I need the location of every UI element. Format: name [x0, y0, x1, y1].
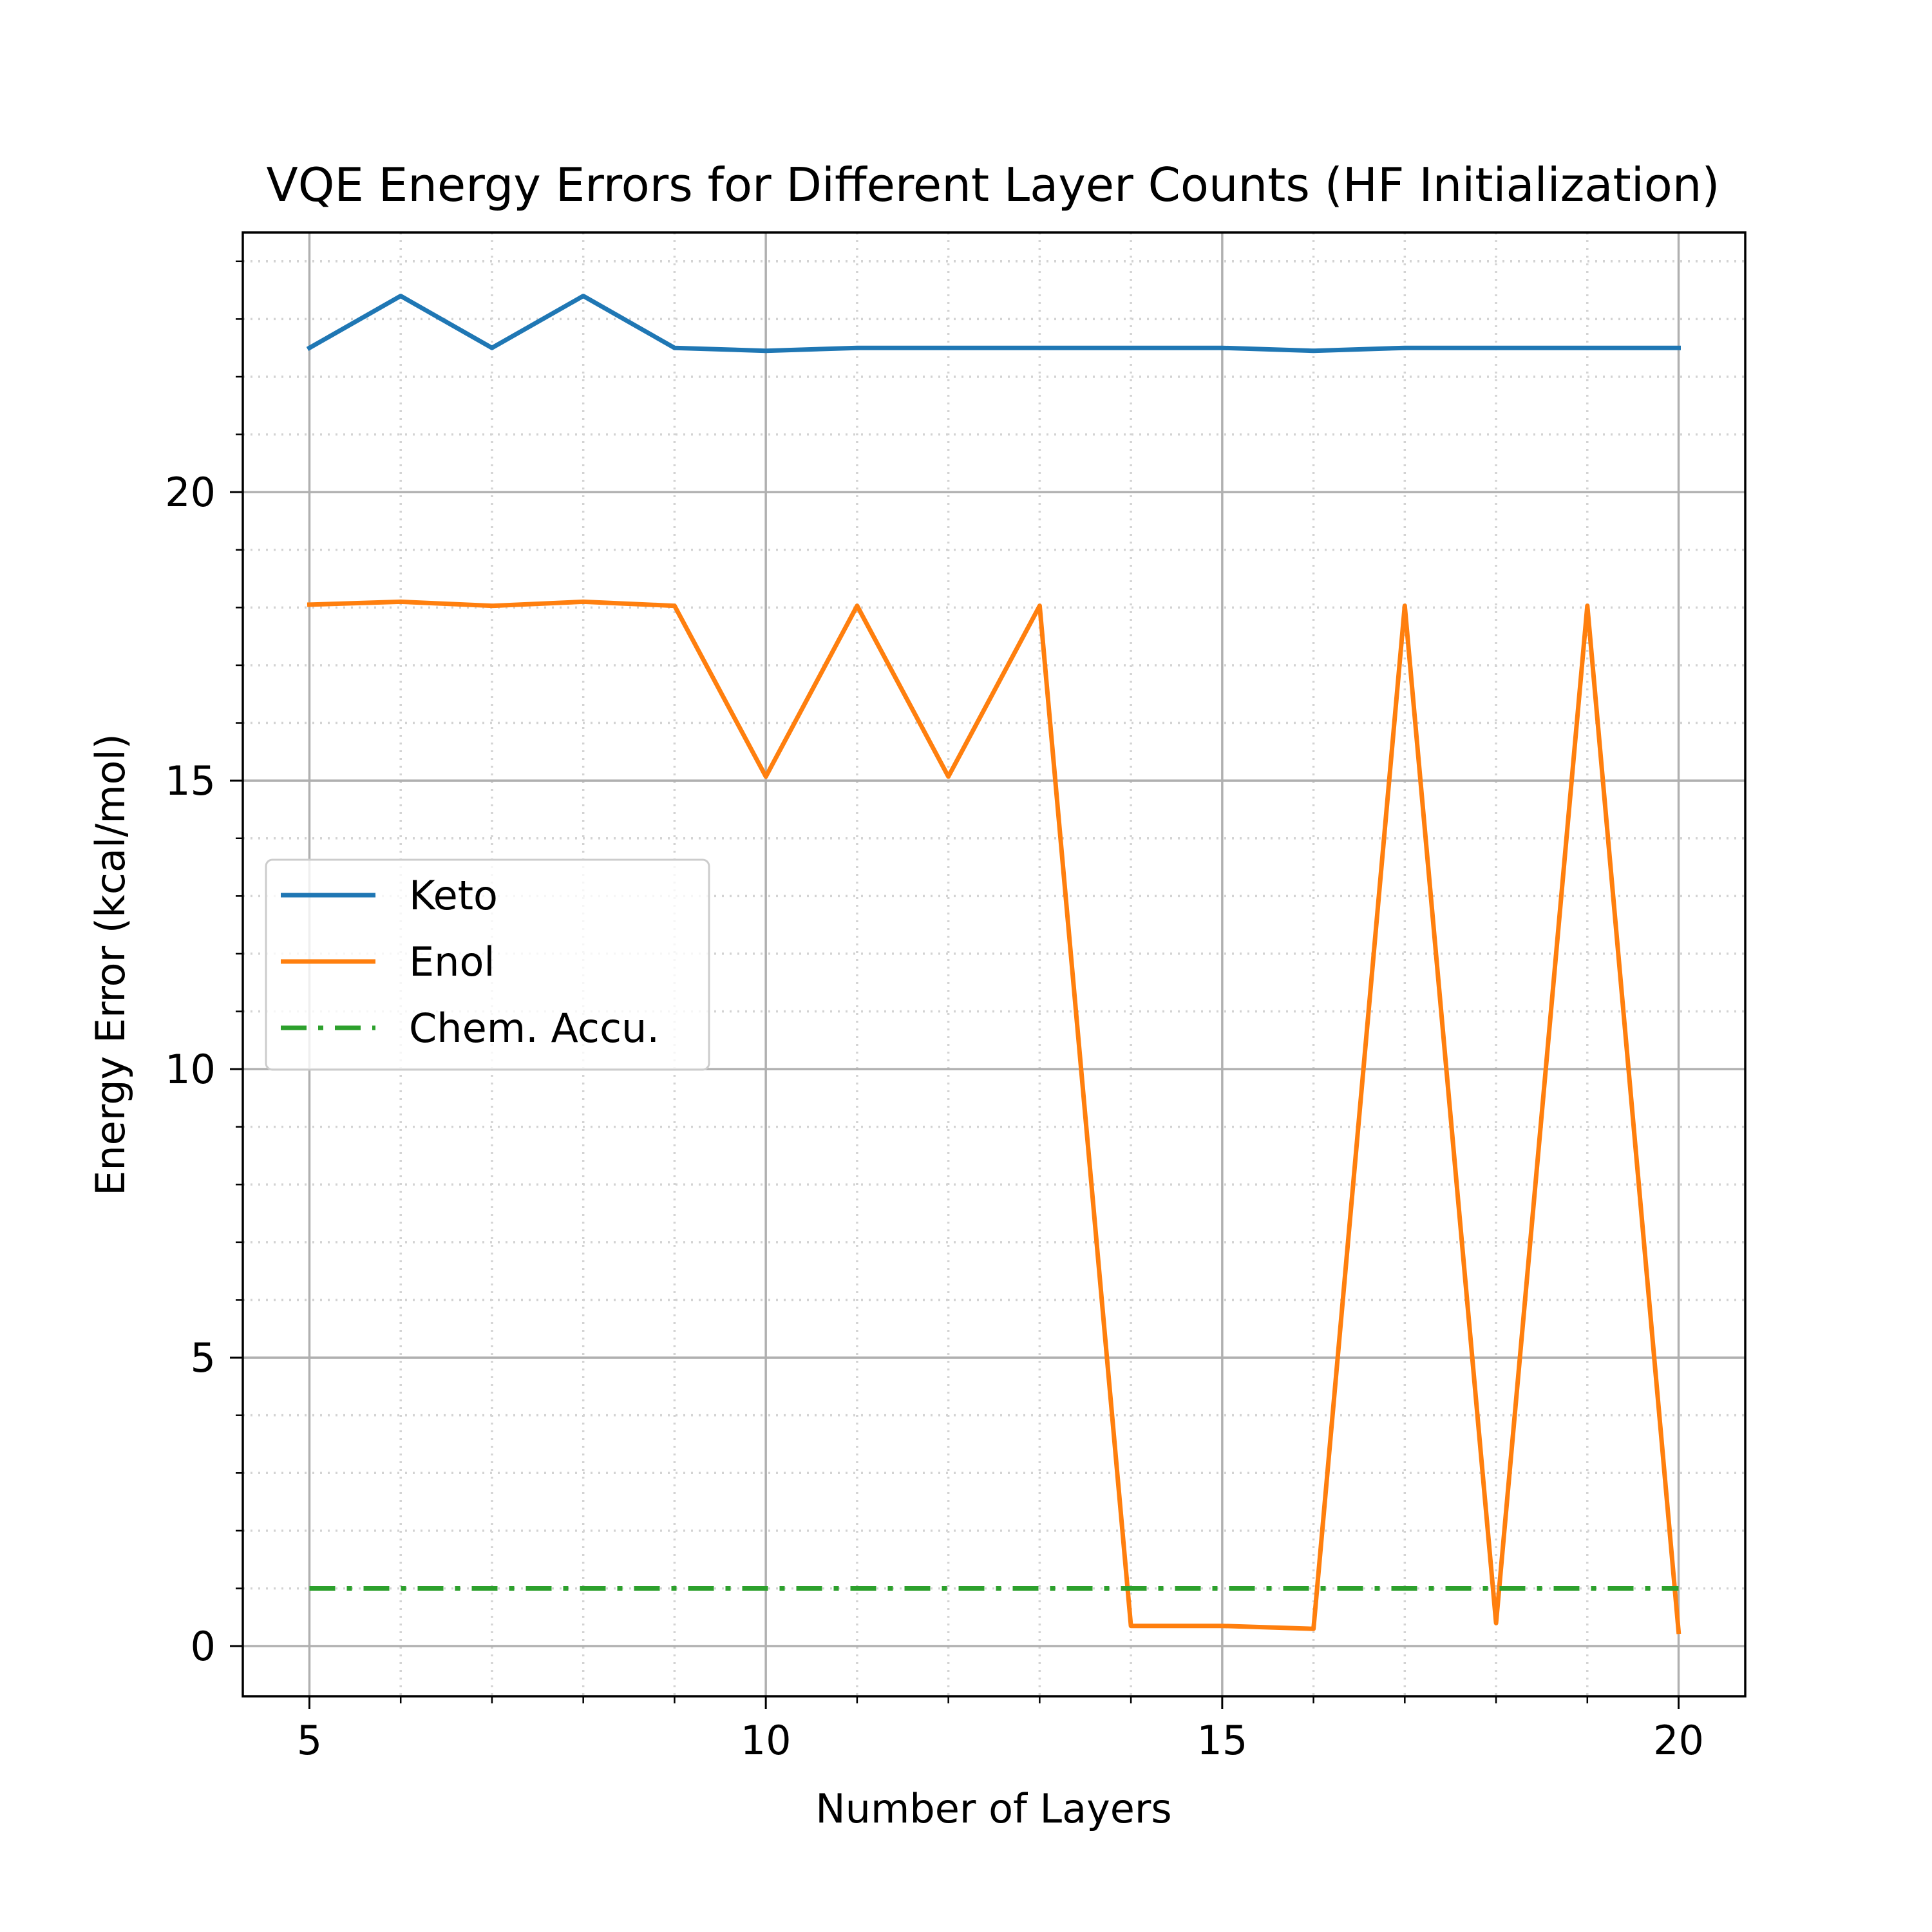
x-tick-label: 20 — [1653, 1717, 1704, 1764]
legend-label-chem-accu: Chem. Accu. — [409, 1005, 659, 1052]
legend: Keto Enol Chem. Accu. — [265, 858, 710, 1071]
chart-title: VQE Energy Errors for Different Layer Co… — [267, 158, 1720, 212]
x-axis-label: Number of Layers — [815, 1785, 1171, 1832]
x-tick-label: 5 — [297, 1717, 322, 1764]
series-layer — [306, 294, 1681, 1634]
axis-ticks: 5 10 15 20 0 5 10 15 20 — [165, 260, 1704, 1764]
y-tick-label: 0 — [191, 1623, 216, 1670]
major-grid — [243, 232, 1745, 1696]
y-tick-label: 20 — [165, 469, 216, 516]
x-tick-label: 10 — [741, 1717, 791, 1764]
legend-label-keto: Keto — [409, 872, 498, 919]
y-axis-label: Energy Error (kcal/mol) — [87, 734, 134, 1196]
plot-frame — [242, 231, 1747, 1698]
y-tick-label: 10 — [165, 1046, 216, 1093]
legend-box — [265, 858, 710, 1071]
series-line-enol — [307, 599, 1681, 1634]
series-line-keto — [306, 294, 1681, 354]
legend-label-enol: Enol — [409, 938, 495, 985]
minor-grid — [243, 232, 1745, 1696]
y-tick-label: 5 — [191, 1334, 216, 1381]
x-tick-label: 15 — [1197, 1717, 1247, 1764]
y-tick-label: 15 — [165, 757, 216, 804]
